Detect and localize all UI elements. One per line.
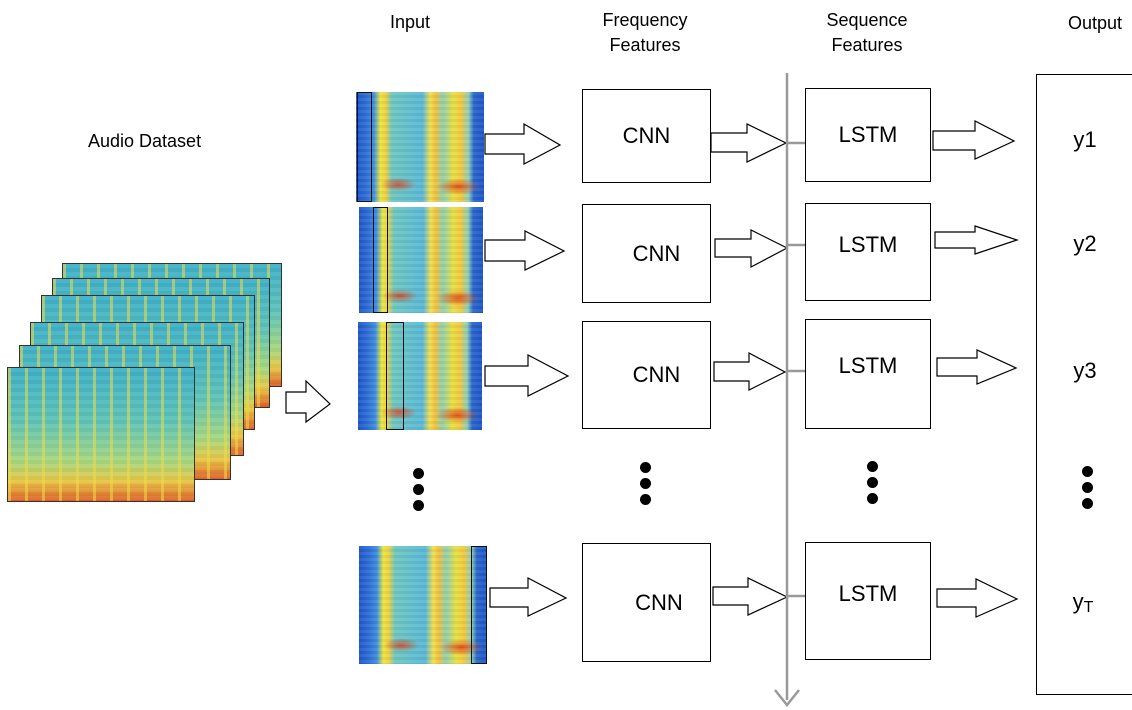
lstm-box-last: LSTM [805, 542, 931, 660]
cnn-box-2: CNN [582, 204, 711, 303]
input-to-cnn-arrow-1 [484, 122, 562, 165]
lstm-to-output-arrow-last [936, 578, 1019, 618]
time-window-frame [386, 322, 404, 430]
output-y1: y1 [1073, 127, 1097, 152]
lstm-to-output-arrow-1 [932, 120, 1016, 160]
time-window-frame [471, 546, 487, 664]
sequence-header-line2: Features [831, 35, 903, 55]
cnn-box-1: CNN [582, 89, 711, 183]
cnn-to-lstm-arrow-2 [714, 229, 789, 268]
input-spectrogram-3 [358, 322, 482, 430]
output-y3: y3 [1073, 358, 1097, 383]
dataset-to-input-arrow [285, 379, 331, 424]
lstm-label: LSTM [838, 232, 898, 257]
lstm-to-output-arrow-2 [934, 225, 1019, 255]
sequence-features-header: Sequence Features [792, 8, 942, 58]
cnn-box-3: CNN [582, 321, 711, 429]
input-to-cnn-arrow-3 [484, 354, 570, 397]
cnn-label: CNN [635, 589, 683, 615]
input-spectrogram-1 [356, 92, 484, 202]
lstm-box-1: LSTM [805, 88, 931, 182]
cnn-to-lstm-arrow-1 [710, 123, 788, 163]
cnn-label: CNN [632, 362, 681, 387]
input-spectrogram-2 [359, 207, 483, 313]
sequence-header-line1: Sequence [826, 10, 908, 30]
dataset-spectrogram [7, 367, 195, 502]
lstm-box-2: LSTM [805, 203, 931, 301]
output-ellipsis [1082, 466, 1094, 514]
frequency-features-header: Frequency Features [570, 8, 720, 58]
input-spectrogram-last [359, 546, 487, 664]
time-window-frame [357, 92, 372, 202]
input-header-text: Input [389, 12, 431, 32]
frequency-header-line1: Frequency [602, 10, 688, 30]
cnn-to-lstm-arrow-last [712, 577, 789, 616]
output-header-text: Output [1067, 13, 1123, 33]
input-to-cnn-arrow-last [489, 577, 568, 617]
output-header: Output [1050, 11, 1132, 36]
lstm-label: LSTM [838, 122, 898, 147]
audio-dataset-label: Audio Dataset [88, 131, 202, 151]
lstm-label: LSTM [838, 353, 898, 378]
output-y2: y2 [1073, 231, 1097, 256]
cnn-label: CNN [622, 123, 671, 148]
time-window-frame [373, 207, 388, 313]
output-box [1036, 74, 1132, 695]
cnn-ellipsis [640, 462, 652, 510]
cnn-to-lstm-arrow-3 [713, 352, 787, 391]
input-header: Input [370, 10, 450, 35]
cnn-box-last: CNN [582, 543, 711, 662]
lstm-box-3: LSTM [805, 319, 931, 429]
timeline-arrowhead [774, 689, 800, 708]
output-yT-base: y [1072, 589, 1084, 614]
output-yT: yT [1048, 589, 1118, 617]
input-to-cnn-arrow-2 [484, 230, 566, 271]
output-yT-subscript: T [1083, 599, 1094, 616]
lstm-to-output-arrow-3 [936, 349, 1018, 385]
input-ellipsis [413, 468, 425, 516]
lstm-label: LSTM [838, 581, 898, 606]
lstm-ellipsis [867, 461, 879, 509]
frequency-header-line2: Features [609, 35, 681, 55]
cnn-label: CNN [632, 240, 681, 266]
